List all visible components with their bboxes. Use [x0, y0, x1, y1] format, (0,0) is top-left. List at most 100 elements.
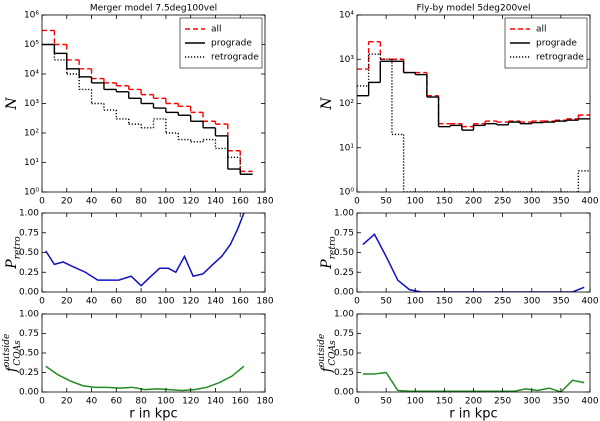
legend-label: retrograde [536, 53, 584, 63]
x-tick-label: 150 [436, 397, 453, 407]
x-tick-label: 0 [39, 297, 45, 307]
x-tick-label: 300 [523, 397, 540, 407]
x-tick-label: 350 [552, 397, 569, 407]
y-tick-label: 10⁰ [24, 188, 39, 198]
x-tick-label: 100 [157, 297, 174, 307]
axes-frame [356, 212, 591, 293]
x-tick-label: 160 [232, 397, 249, 407]
x-tick-label: 140 [207, 397, 224, 407]
y-tick-label: 10⁵ [24, 40, 39, 50]
x-tick-label: 0 [39, 197, 45, 207]
y-axis-label-main: N [4, 97, 20, 111]
x-tick-label: 160 [232, 197, 249, 207]
panel: 0 20 40 60 80 100 120 140 160 180 0.00 0.25 0.50 0.75… [4, 209, 274, 307]
panel: 0 50 100 150 200 250 300 350 400 0.00 0.25 0.50 0.75… [319, 209, 599, 307]
plot-area [42, 29, 253, 175]
line [45, 213, 245, 287]
legend-label: retrograde [211, 53, 259, 63]
y-tick-label: 0.00 [334, 288, 354, 298]
y-tick-label: 0.50 [334, 349, 354, 359]
plot-area [362, 233, 585, 292]
y-tick-label: 10¹ [339, 143, 354, 153]
x-axis-label: r in kpc [129, 407, 177, 421]
line [362, 233, 585, 292]
y-axis-label-main: N [319, 97, 335, 111]
axes-frame [41, 313, 266, 393]
x-tick-label: 160 [232, 297, 249, 307]
y-tick-label: 0.75 [19, 329, 39, 339]
x-tick-label: 140 [207, 297, 224, 307]
y-tick-label: 0.25 [19, 268, 39, 278]
panel-title: Merger model 7.5deg100vel [90, 4, 217, 14]
x-tick-label: 250 [494, 397, 511, 407]
y-tick-label: 10³ [24, 99, 39, 109]
panel-title: Fly-by model 5deg200vel [416, 4, 530, 14]
panel: 0 20 40 60 80 100 120 140 160 180 0.00 0.25 0.50 0.75… [2, 310, 274, 421]
y-tick-label: 0.75 [19, 228, 39, 238]
x-tick-label: 120 [182, 197, 199, 207]
x-tick-label: 80 [135, 297, 147, 307]
x-tick-label: 50 [380, 397, 392, 407]
x-tick-label: 100 [157, 397, 174, 407]
line [45, 365, 245, 392]
x-tick-label: 0 [354, 297, 360, 307]
y-tick-label: 0.75 [334, 329, 354, 339]
x-tick-label: 180 [256, 197, 273, 207]
x-tick-label: 40 [86, 397, 98, 407]
x-tick-label: 0 [354, 397, 360, 407]
x-tick-label: 150 [436, 197, 453, 207]
y-axis-label-sup: outside [317, 334, 327, 367]
x-tick-label: 140 [207, 197, 224, 207]
legend-label: prograde [211, 39, 252, 49]
y-tick-label: 10⁴ [24, 70, 39, 80]
x-tick-label: 50 [380, 197, 392, 207]
x-tick-label: 350 [552, 297, 569, 307]
axes-frame [356, 313, 591, 393]
y-tick-label: 0.25 [334, 268, 354, 278]
y-axis-label: foutsideCOAs [317, 334, 338, 374]
x-tick-label: 150 [436, 297, 453, 307]
x-tick-label: 60 [111, 197, 123, 207]
axes-frame [356, 14, 591, 193]
x-tick-label: 60 [111, 397, 123, 407]
y-tick-label: 0.75 [334, 228, 354, 238]
axes-frame [41, 212, 266, 293]
axes-frame [41, 14, 266, 193]
y-tick-label: 1.00 [19, 209, 39, 219]
y-tick-label: 1.00 [334, 209, 354, 219]
y-tick-label: 10⁰ [339, 188, 354, 198]
x-tick-label: 400 [581, 297, 598, 307]
y-axis-label: N [4, 97, 20, 111]
plot-area [45, 365, 245, 392]
x-tick-label: 20 [61, 397, 73, 407]
x-tick-label: 50 [380, 297, 392, 307]
legend-label: all [536, 25, 547, 35]
legend-label: prograde [536, 39, 577, 49]
x-tick-label: 120 [182, 297, 199, 307]
y-tick-label: 0.00 [19, 288, 39, 298]
y-tick-label: 10¹ [24, 158, 39, 168]
x-tick-label: 80 [135, 197, 147, 207]
x-tick-label: 0 [354, 197, 360, 207]
x-tick-label: 100 [407, 397, 424, 407]
x-tick-label: 300 [523, 197, 540, 207]
y-tick-label: 0.50 [334, 248, 354, 258]
x-tick-label: 350 [552, 197, 569, 207]
x-tick-label: 0 [39, 397, 45, 407]
x-tick-label: 120 [182, 397, 199, 407]
y-axis-label: foutsideCOAs [2, 334, 23, 374]
x-tick-label: 180 [256, 297, 273, 307]
y-axis-label-main: f [319, 364, 335, 373]
y-tick-label: 10² [24, 129, 39, 139]
legend-label: all [211, 25, 222, 35]
x-tick-label: 40 [86, 197, 98, 207]
y-axis-label: N [319, 97, 335, 111]
y-axis-label-sub: COAs [328, 340, 338, 366]
y-tick-label: 0.50 [19, 248, 39, 258]
y-axis-label-main: P [4, 259, 20, 270]
y-axis-label-sup: outside [2, 334, 12, 367]
y-axis-label-sub: retro [328, 236, 338, 260]
y-tick-label: 1.00 [334, 310, 354, 320]
x-tick-label: 20 [61, 197, 73, 207]
